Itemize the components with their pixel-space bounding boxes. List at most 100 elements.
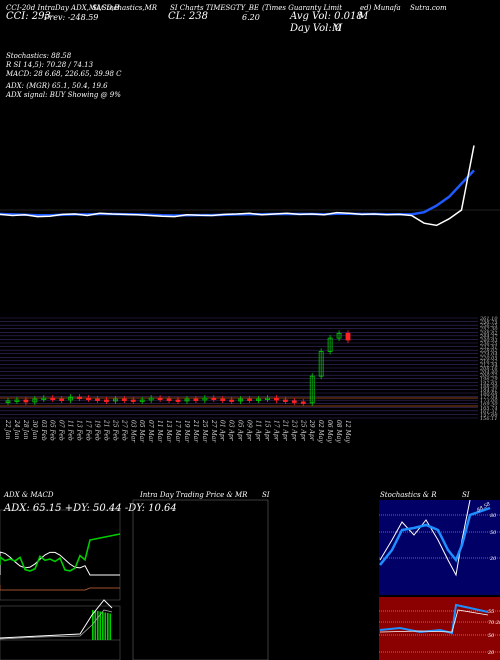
price-tick-label: 208.16 <box>479 366 498 372</box>
candle-body <box>265 397 270 401</box>
price-tick-label: 157.66 <box>480 412 498 418</box>
date-label: 17 Feb <box>85 420 92 441</box>
date-label: 03 Mar <box>129 420 136 443</box>
date-label: 06 May <box>326 420 333 443</box>
price-tick-label: 196.29 <box>480 377 498 383</box>
price-tick-label: 216.22 <box>479 359 498 365</box>
candle-body <box>247 398 252 401</box>
price-tick-label: 192.65 <box>480 380 498 386</box>
date-label: 24 Jan <box>13 419 20 440</box>
macd-line <box>0 599 113 639</box>
candle-body <box>130 399 136 402</box>
header-line1-a: CCI-20d IntraDay ADX,MACD,B <box>6 4 120 12</box>
rsi-tick-label: 55 <box>488 609 494 615</box>
intra-panel-si: SI <box>262 491 270 499</box>
rsi-avg-line <box>379 609 489 633</box>
price-tick-label: 248.82 <box>479 330 498 336</box>
candle-body <box>300 401 306 404</box>
candle-body <box>50 397 56 401</box>
date-label: 07 Mar <box>147 420 154 443</box>
cci-line <box>0 145 475 227</box>
cci-avg-line <box>0 169 475 217</box>
candle-body <box>112 398 118 402</box>
rsi-tick-label: 20 <box>487 650 495 656</box>
intraday-panel <box>132 499 269 660</box>
price-tick-label: 180.68 <box>480 391 498 397</box>
header-line1-d: (Times Guaranty Limit <box>262 4 343 12</box>
candle-body <box>68 396 74 401</box>
date-label: 21 Feb <box>102 419 109 441</box>
price-tick-label: 212.54 <box>479 362 498 368</box>
macd-histogram-bar <box>99 611 102 640</box>
macd-histogram-bar <box>92 610 94 640</box>
candle-body <box>59 398 65 401</box>
price-tick-label: 204.40 <box>479 370 498 376</box>
candle-body <box>86 397 91 401</box>
price-tick-label: 156.11 <box>480 416 498 422</box>
price-tick-label: 244.37 <box>479 334 498 340</box>
stoch-k-line <box>379 499 471 577</box>
price-tick-label: 169.50 <box>480 402 498 408</box>
price-tick-label: 232.51 <box>479 345 498 351</box>
date-label: 09 Apr <box>246 420 253 442</box>
stoch-d-line <box>379 506 491 566</box>
date-label: 22 Jan <box>4 419 11 440</box>
adx-line <box>0 551 120 576</box>
rsi-tick-label: 70.28 <box>488 620 500 626</box>
date-label: 15 Apr <box>263 420 270 442</box>
macd-histogram-bar <box>94 610 97 640</box>
date-label: 05 Apr <box>237 420 244 442</box>
price-tick-label: 188.30 <box>480 384 498 390</box>
candle-body <box>291 400 297 403</box>
macd-histogram-bar <box>102 612 104 640</box>
date-label: 25 Feb <box>111 419 118 441</box>
price-tick-label: 258.75 <box>479 320 498 326</box>
candle-body <box>327 337 333 352</box>
candle-body <box>256 398 261 401</box>
candle-body <box>121 398 127 401</box>
avg-vol-label: Avg Vol: 0.018 <box>290 11 363 22</box>
avg-vol-unit: M <box>358 11 369 22</box>
candle-body <box>77 396 82 400</box>
price-tick-label: 240.93 <box>479 337 498 343</box>
date-label: 01 Apr <box>219 420 226 442</box>
date-label: 28 Jan <box>22 419 29 440</box>
date-label: 29 Apr <box>308 419 315 442</box>
candle-body <box>220 398 226 401</box>
close-label: CL: 238 <box>168 11 208 22</box>
candle-body <box>104 399 109 402</box>
candle-body <box>193 398 199 401</box>
price-tick-label: 173.00 <box>480 398 498 404</box>
price-tick-label: 220.05 <box>479 355 498 361</box>
candle-body <box>229 399 235 402</box>
macd-signal-line <box>0 609 113 640</box>
candle-body <box>41 397 47 401</box>
candle-body <box>95 398 100 401</box>
date-label: 17 Mar <box>174 420 181 443</box>
date-label: 05 Feb <box>49 420 56 441</box>
price-tick-label: 165.74 <box>480 405 498 411</box>
macd-histogram-bar <box>109 613 112 640</box>
date-label: 13 Feb <box>76 420 83 441</box>
candle-body <box>175 399 181 402</box>
adx-panel-values: ADX: 65.15 +DY: 50.44 -DY: 10.64 <box>4 503 177 514</box>
header-line1-c: SI Charts TIMESGTY_BE <box>170 4 259 12</box>
candle-body <box>274 397 279 401</box>
date-label: 11 Feb <box>67 420 74 441</box>
header-line1-e: ed) Munafa <box>360 4 401 12</box>
date-label: 23 Apr <box>290 419 297 442</box>
cci-label: CCI: 293 <box>6 11 51 22</box>
date-label: 13 Mar <box>165 420 172 443</box>
stoch-panel-si: SI <box>462 491 470 499</box>
date-label: 03 Apr <box>228 420 235 442</box>
stoch-panel-title: Stochastics & R <box>380 491 437 499</box>
candle-body <box>184 398 190 402</box>
candle-body <box>336 332 342 339</box>
date-label: 12 May <box>344 420 351 443</box>
prev-label: Prev: -248.59 <box>44 13 99 22</box>
date-label: 17 Apr <box>272 420 279 442</box>
day-vol-unit: M <box>332 23 343 34</box>
candle-body <box>23 399 29 403</box>
date-label: 21 Apr <box>281 419 288 442</box>
